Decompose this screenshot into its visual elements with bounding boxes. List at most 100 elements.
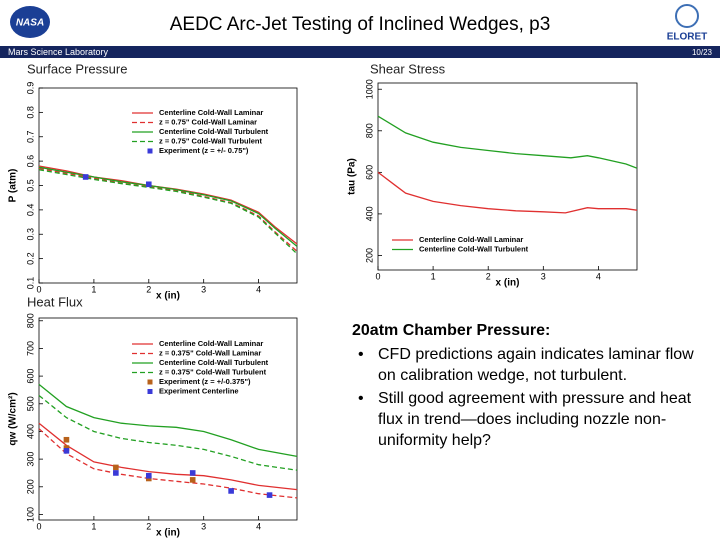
bullet: CFD predictions again indicates laminar … xyxy=(358,344,712,386)
y-tick-label: 700 xyxy=(25,341,35,356)
x-tick-label: 3 xyxy=(201,284,206,294)
data-point xyxy=(145,472,152,479)
nasa-logo xyxy=(10,6,50,38)
lab-name: Mars Science Laboratory xyxy=(8,47,109,57)
y-tick-label: 0.1 xyxy=(25,277,35,290)
x-tick-label: 1 xyxy=(91,521,96,531)
y-tick-label: 0.4 xyxy=(25,204,35,217)
y-axis-label: tau (Pa) xyxy=(347,158,358,195)
legend-marker xyxy=(147,389,153,394)
y-axis-label: qw (W/cm²) xyxy=(8,392,19,445)
legend-label: Centerline Cold-Wall Laminar xyxy=(159,108,263,117)
y-tick-label: 200 xyxy=(364,248,374,263)
legend-label: Centerline Cold-Wall Turbulent xyxy=(419,244,529,253)
data-point xyxy=(63,436,70,443)
data-line xyxy=(38,422,298,491)
legend-marker xyxy=(147,148,153,154)
legend-marker xyxy=(147,379,153,385)
data-point xyxy=(266,492,273,498)
x-tick-label: 4 xyxy=(596,271,601,281)
nasa-logo-text: NASA xyxy=(16,18,44,29)
x-tick-label: 0 xyxy=(375,271,380,281)
eloret-logo xyxy=(675,4,699,28)
data-point xyxy=(189,477,196,483)
y-axis-label: P (atm) xyxy=(8,169,19,203)
legend-label: z = 0.75" Cold-Wall Laminar xyxy=(159,117,257,126)
legend-label: Experiment (z = +/- 0.75") xyxy=(159,146,249,155)
slide-title: AEDC Arc-Jet Testing of Inclined Wedges,… xyxy=(170,14,551,35)
legend-label: z = 0.375" Cold-Wall Turbulent xyxy=(159,367,267,376)
x-tick-label: 0 xyxy=(36,521,41,531)
x-tick-label: 3 xyxy=(201,521,206,531)
y-tick-label: 200 xyxy=(25,479,35,494)
plot-frame xyxy=(377,82,638,271)
legend-label: z = 0.375" Cold-Wall Laminar xyxy=(159,348,261,357)
data-line xyxy=(377,115,638,169)
header-bar xyxy=(0,46,720,58)
y-tick-label: 0.7 xyxy=(25,130,35,143)
data-line xyxy=(377,171,638,214)
y-tick-label: 0.3 xyxy=(25,228,35,241)
data-line xyxy=(38,394,298,471)
data-point xyxy=(228,488,234,494)
x-axis-label: x (in) xyxy=(156,291,180,302)
legend-label: Centerline Cold-Wall Laminar xyxy=(419,235,523,244)
y-tick-label: 300 xyxy=(25,452,35,467)
legend-label: Centerline Cold-Wall Turbulent xyxy=(159,127,269,136)
bullet: Still good agreement with pressure and h… xyxy=(358,388,712,451)
plot-frame xyxy=(38,317,298,521)
data-point xyxy=(113,470,119,476)
y-tick-label: 1000 xyxy=(364,79,374,99)
y-tick-label: 500 xyxy=(25,396,35,411)
x-tick-label: 2 xyxy=(486,271,491,281)
y-tick-label: 400 xyxy=(364,206,374,221)
bullet-list: CFD predictions again indicates laminar … xyxy=(352,344,712,451)
y-tick-label: 400 xyxy=(25,424,35,439)
y-tick-label: 600 xyxy=(364,165,374,180)
legend-label: Experiment (z = +/-0.375") xyxy=(159,377,251,386)
y-tick-label: 800 xyxy=(364,123,374,138)
x-tick-label: 1 xyxy=(431,271,436,281)
chart-title: Surface Pressure xyxy=(27,61,127,76)
eloret-logo-text: ELORET xyxy=(667,32,708,43)
y-tick-label: 600 xyxy=(25,369,35,384)
data-line xyxy=(38,383,298,458)
data-point xyxy=(63,448,70,454)
data-line xyxy=(38,167,298,252)
notes-heading: 20atm Chamber Pressure: xyxy=(352,322,551,339)
data-point xyxy=(82,174,89,180)
x-tick-label: 4 xyxy=(256,521,261,531)
y-tick-label: 0.9 xyxy=(25,82,35,95)
data-line xyxy=(38,166,298,247)
legend-label: z = 0.75" Cold-Wall Turbulent xyxy=(159,136,262,145)
data-line xyxy=(38,169,298,255)
legend-label: Experiment Centerline xyxy=(159,386,239,395)
y-tick-label: 100 xyxy=(25,507,35,522)
x-axis-label: x (in) xyxy=(496,278,520,289)
y-tick-label: 0.6 xyxy=(25,155,35,168)
data-point xyxy=(189,470,196,476)
x-axis-label: x (in) xyxy=(156,528,180,539)
y-tick-label: 0.2 xyxy=(25,252,35,265)
notes: 20atm Chamber Pressure: CFD predictions … xyxy=(352,320,712,453)
y-tick-label: 800 xyxy=(25,313,35,328)
x-tick-label: 2 xyxy=(146,521,151,531)
page-number: 10/23 xyxy=(692,48,713,57)
x-tick-label: 2 xyxy=(146,284,151,294)
data-line xyxy=(38,428,298,499)
x-tick-label: 3 xyxy=(541,271,546,281)
chart-title: Shear Stress xyxy=(370,61,446,76)
x-tick-label: 0 xyxy=(36,284,41,294)
data-point xyxy=(145,181,152,188)
chart-title: Heat Flux xyxy=(27,294,83,309)
data-point xyxy=(113,464,119,471)
legend-label: Centerline Cold-Wall Turbulent xyxy=(159,358,269,367)
x-tick-label: 1 xyxy=(91,284,96,294)
x-tick-label: 4 xyxy=(256,284,261,294)
y-tick-label: 0.8 xyxy=(25,106,35,119)
y-tick-label: 0.5 xyxy=(25,179,35,192)
data-line xyxy=(38,165,298,245)
legend-label: Centerline Cold-Wall Laminar xyxy=(159,339,263,348)
